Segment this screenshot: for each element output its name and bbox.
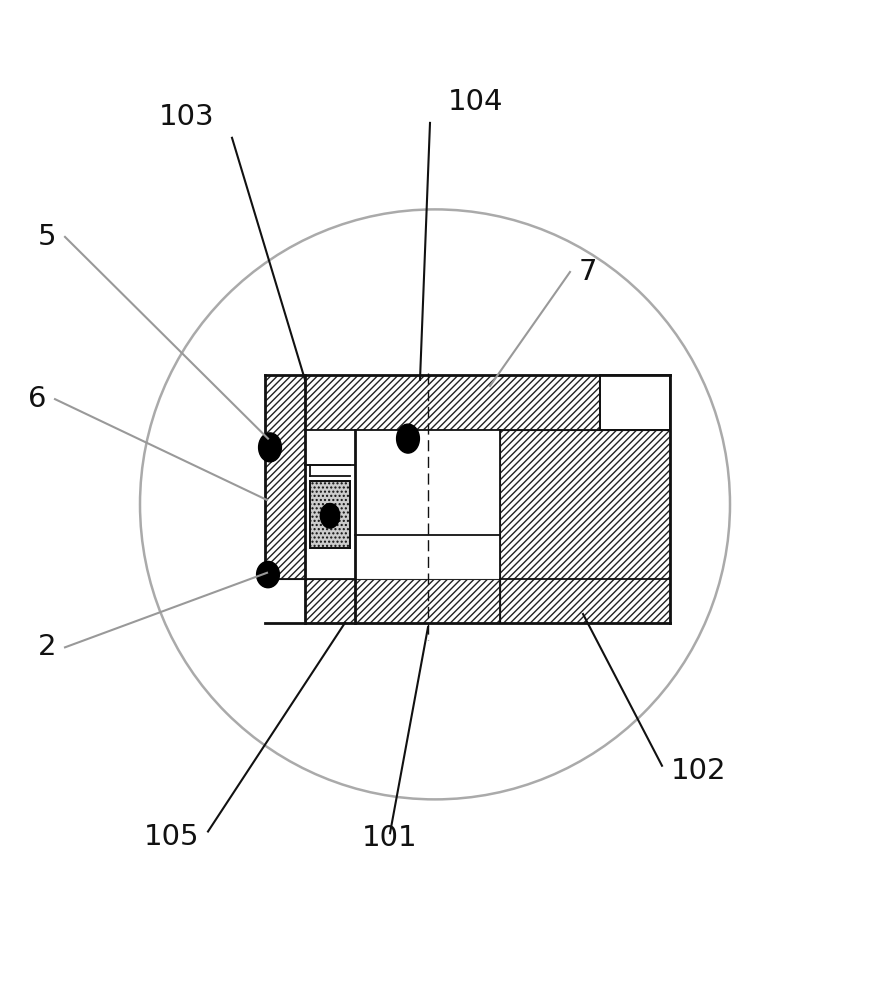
Bar	[500, 430, 670, 623]
Bar	[355, 430, 500, 535]
Bar	[265, 375, 305, 579]
Text: 101: 101	[362, 824, 417, 852]
Bar	[305, 430, 355, 579]
Bar	[310, 481, 350, 548]
Ellipse shape	[257, 561, 280, 588]
Ellipse shape	[396, 424, 419, 453]
Text: 7: 7	[579, 258, 597, 286]
Text: 6: 6	[28, 385, 46, 413]
Text: 105: 105	[144, 823, 199, 851]
Bar	[600, 375, 670, 430]
Ellipse shape	[320, 504, 339, 528]
Text: 5: 5	[38, 223, 56, 251]
Text: 102: 102	[671, 757, 726, 785]
Text: 104: 104	[447, 88, 503, 116]
Bar	[355, 579, 500, 623]
Ellipse shape	[259, 433, 282, 462]
Text: 103: 103	[159, 103, 215, 131]
Bar	[305, 579, 355, 623]
Bar	[305, 375, 600, 430]
Text: 2: 2	[38, 633, 56, 661]
